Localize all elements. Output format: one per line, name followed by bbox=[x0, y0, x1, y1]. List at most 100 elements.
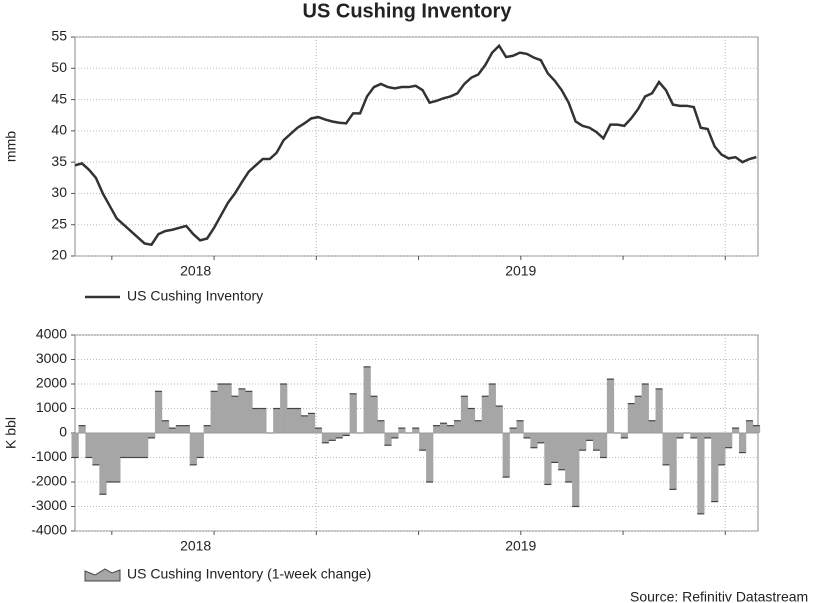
bar bbox=[391, 433, 399, 438]
x-tick-label: 2018 bbox=[180, 263, 211, 279]
bar bbox=[634, 396, 642, 433]
bar bbox=[446, 425, 455, 433]
bar bbox=[641, 384, 649, 433]
bar bbox=[495, 406, 503, 433]
bar bbox=[690, 433, 698, 438]
bar bbox=[349, 393, 357, 433]
x-tick-label: 2018 bbox=[180, 538, 211, 554]
bar bbox=[203, 425, 211, 433]
y-axis-label: mmb bbox=[3, 131, 19, 162]
x-tick-label: 2019 bbox=[505, 538, 536, 554]
bar bbox=[523, 433, 531, 438]
bar bbox=[697, 433, 705, 514]
y-tick-label: 55 bbox=[51, 28, 67, 44]
y-tick-label: 1000 bbox=[36, 399, 67, 415]
bar bbox=[460, 396, 469, 433]
y-tick-label: 45 bbox=[51, 90, 67, 106]
legend-label: US Cushing Inventory (1-week change) bbox=[127, 566, 371, 582]
bar bbox=[106, 433, 114, 482]
y-tick-label: -4000 bbox=[31, 522, 67, 538]
bar bbox=[99, 433, 107, 495]
bar bbox=[704, 433, 712, 438]
bar bbox=[718, 433, 726, 465]
bar bbox=[676, 433, 684, 438]
bar bbox=[168, 428, 177, 433]
legend-label: US Cushing Inventory bbox=[127, 288, 263, 304]
bar bbox=[752, 425, 761, 433]
y-tick-label: 20 bbox=[51, 247, 67, 263]
y-tick-label: 0 bbox=[59, 424, 67, 440]
bar bbox=[148, 433, 156, 438]
bar bbox=[579, 433, 587, 451]
bar bbox=[592, 433, 601, 451]
source-note: Source: Refinitiv Datastream bbox=[630, 589, 808, 603]
bar bbox=[398, 428, 406, 433]
bar bbox=[113, 433, 121, 482]
bar bbox=[620, 433, 629, 438]
bar bbox=[78, 425, 86, 433]
bar bbox=[648, 420, 656, 433]
bar bbox=[370, 396, 378, 433]
y-tick-label: -2000 bbox=[31, 473, 67, 489]
bar bbox=[537, 433, 545, 443]
bar bbox=[516, 420, 524, 433]
bar bbox=[321, 433, 330, 443]
chart-title: US Cushing Inventory bbox=[303, 0, 513, 22]
bar bbox=[558, 433, 566, 470]
bar bbox=[252, 408, 260, 433]
bar bbox=[259, 408, 267, 433]
bar bbox=[175, 425, 184, 433]
y-tick-label: 40 bbox=[51, 122, 67, 138]
bar bbox=[300, 415, 309, 433]
y-tick-label: -3000 bbox=[31, 497, 67, 513]
bar bbox=[314, 428, 323, 433]
bar bbox=[481, 396, 489, 433]
bar bbox=[467, 408, 476, 433]
bar bbox=[127, 433, 135, 458]
y-tick-label: 2000 bbox=[36, 375, 67, 391]
bar bbox=[655, 388, 663, 433]
bar bbox=[738, 433, 747, 453]
bar bbox=[745, 420, 754, 433]
bar bbox=[217, 384, 225, 433]
bar bbox=[287, 408, 295, 433]
bar bbox=[328, 433, 337, 441]
bar bbox=[85, 433, 93, 458]
bar bbox=[551, 433, 559, 463]
bar bbox=[294, 408, 302, 433]
x-tick-label: 2019 bbox=[505, 263, 536, 279]
bar bbox=[440, 423, 448, 433]
legend-swatch bbox=[84, 568, 121, 582]
bar bbox=[71, 433, 79, 458]
bar bbox=[725, 433, 733, 448]
bar bbox=[453, 420, 462, 433]
data-line bbox=[74, 43, 757, 247]
plot-area bbox=[74, 36, 759, 257]
bar bbox=[210, 391, 218, 433]
y-tick-label: 3000 bbox=[36, 350, 67, 366]
bar bbox=[419, 433, 427, 451]
bar bbox=[196, 433, 204, 458]
bar bbox=[161, 420, 170, 433]
bar bbox=[627, 403, 635, 433]
bar bbox=[572, 433, 580, 507]
bar bbox=[224, 384, 232, 433]
bar bbox=[384, 433, 392, 446]
bar bbox=[363, 366, 371, 433]
bar bbox=[711, 433, 719, 502]
bar bbox=[488, 384, 496, 433]
y-tick-label: 4000 bbox=[36, 326, 67, 342]
bar bbox=[120, 433, 128, 458]
bar bbox=[141, 433, 149, 458]
bar bbox=[273, 408, 281, 433]
bar bbox=[544, 433, 552, 485]
bar bbox=[586, 433, 594, 441]
bar bbox=[509, 428, 517, 433]
bar bbox=[92, 433, 100, 465]
y-tick-label: 35 bbox=[51, 153, 67, 169]
bar bbox=[189, 433, 197, 465]
bar bbox=[377, 420, 385, 433]
bar bbox=[662, 433, 670, 465]
bar bbox=[599, 433, 608, 458]
